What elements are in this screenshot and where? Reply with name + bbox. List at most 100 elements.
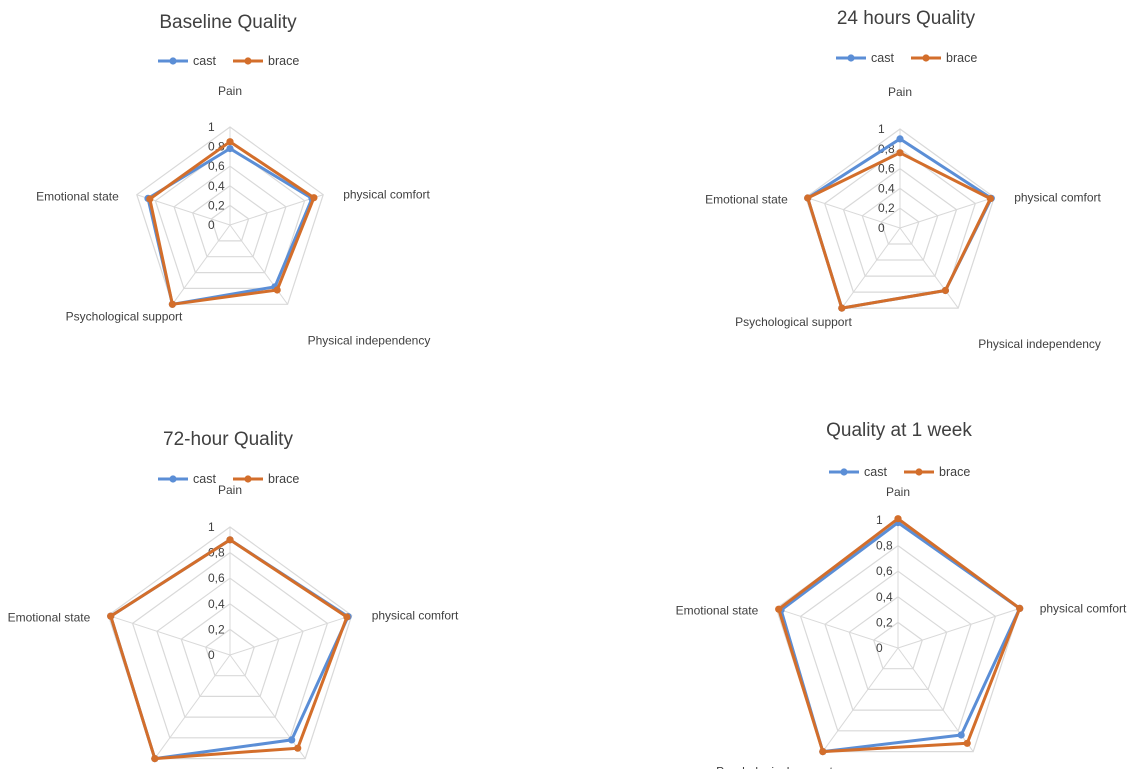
data-point-brace <box>343 613 351 621</box>
grid-ring <box>131 551 329 739</box>
data-point-brace <box>107 612 115 620</box>
grid-ring <box>210 204 250 242</box>
axis-label: physical comfort <box>1040 601 1127 615</box>
legend-item-brace: brace <box>904 465 970 479</box>
grid-spoke <box>899 196 995 229</box>
series-line-brace <box>777 517 1022 754</box>
axis-label: Emotional state <box>676 603 759 617</box>
legend-label: cast <box>871 51 894 65</box>
data-point-brace <box>226 138 234 146</box>
tick-label: 0,2 <box>208 622 225 636</box>
legend-marker <box>915 468 923 476</box>
series-line-brace <box>148 140 316 306</box>
grid-spoke <box>776 607 899 649</box>
legend-label: cast <box>193 472 216 486</box>
axis-label: Physical independency <box>978 337 1101 351</box>
data-point-brace <box>294 744 302 752</box>
legend-marker <box>169 57 177 65</box>
grid-ring <box>824 570 972 711</box>
grid-spoke <box>822 647 899 752</box>
legend-label: brace <box>946 51 977 65</box>
tick-label: 0,4 <box>208 179 225 193</box>
axis-label: Pain <box>218 483 242 497</box>
legend-marker <box>244 475 252 483</box>
grid-ring <box>154 145 306 289</box>
data-point-brace <box>986 195 995 203</box>
tick-label: 0,2 <box>208 198 225 212</box>
grid-ring <box>156 577 304 718</box>
legend-item-brace: brace <box>233 54 299 68</box>
chart-title: 72-hour Quality <box>163 429 293 450</box>
data-point-brace <box>838 304 846 312</box>
grid-ring <box>861 187 939 261</box>
series-line-cast <box>109 538 350 761</box>
data-point-brace <box>896 149 904 157</box>
axis-label: Emotional state <box>8 610 91 624</box>
grid-spoke <box>805 196 901 229</box>
axis-label: physical comfort <box>343 188 430 202</box>
tick-label: 0,4 <box>878 181 895 195</box>
axis-label: Pain <box>888 85 912 99</box>
grid-ring <box>107 526 353 760</box>
axis-label: Pain <box>886 485 910 499</box>
data-point-brace <box>273 286 281 294</box>
tick-label: 0,8 <box>208 546 225 560</box>
legend-item-cast: cast <box>158 54 216 68</box>
legend-marker <box>922 54 930 62</box>
legend-item-brace: brace <box>911 51 977 65</box>
axis-label: Psychological support <box>716 765 833 769</box>
data-point-brace <box>168 300 176 308</box>
tick-label: 1 <box>876 513 883 527</box>
tick-label: 0,2 <box>878 201 895 215</box>
grid-spoke <box>229 614 352 656</box>
grid-spoke <box>899 227 959 309</box>
legend-marker <box>847 54 855 62</box>
legend-label: cast <box>193 54 216 68</box>
chart-title: Quality at 1 week <box>826 420 972 441</box>
grid-ring <box>842 167 958 277</box>
grid-ring <box>180 603 280 698</box>
grid-spoke <box>171 224 231 305</box>
data-point-cast <box>896 135 904 143</box>
data-point-brace <box>1016 604 1024 613</box>
grid-ring <box>204 628 256 677</box>
data-point-cast <box>226 145 234 153</box>
series-line-brace <box>806 151 992 310</box>
tick-label: 1 <box>878 122 885 136</box>
tick-label: 0 <box>876 641 883 655</box>
grid-ring <box>136 126 324 305</box>
data-point-brace <box>146 195 154 203</box>
legend-item-cast: cast <box>158 472 216 486</box>
axis-label: physical comfort <box>1014 190 1101 204</box>
legend-item-brace: brace <box>233 472 299 486</box>
grid-ring <box>823 148 977 293</box>
axis-label: physical comfort <box>372 608 459 622</box>
data-point-brace <box>941 286 950 295</box>
data-point-brace <box>819 748 827 756</box>
tick-label: 0,2 <box>876 615 893 629</box>
data-point-cast <box>288 736 296 744</box>
legend-marker <box>244 57 252 65</box>
data-point-brace <box>804 194 812 202</box>
grid-spoke <box>897 607 1020 649</box>
tick-label: 0,6 <box>208 571 225 585</box>
tick-label: 0 <box>208 648 215 662</box>
legend-label: brace <box>268 472 299 486</box>
grid-spoke <box>841 227 901 309</box>
axis-label: Pain <box>218 84 242 98</box>
tick-label: 0,6 <box>208 159 225 173</box>
legend-label: cast <box>864 465 887 479</box>
grid-ring <box>872 621 924 670</box>
tick-label: 0,4 <box>208 597 225 611</box>
series-line-brace <box>109 538 349 761</box>
data-point-brace <box>775 605 783 613</box>
axis-label: Emotional state <box>36 190 119 204</box>
chart-title: 24 hours Quality <box>837 8 976 29</box>
grid-spoke <box>108 614 231 656</box>
grid-ring <box>805 128 995 309</box>
data-point-brace <box>963 739 971 747</box>
data-point-brace <box>310 194 318 202</box>
